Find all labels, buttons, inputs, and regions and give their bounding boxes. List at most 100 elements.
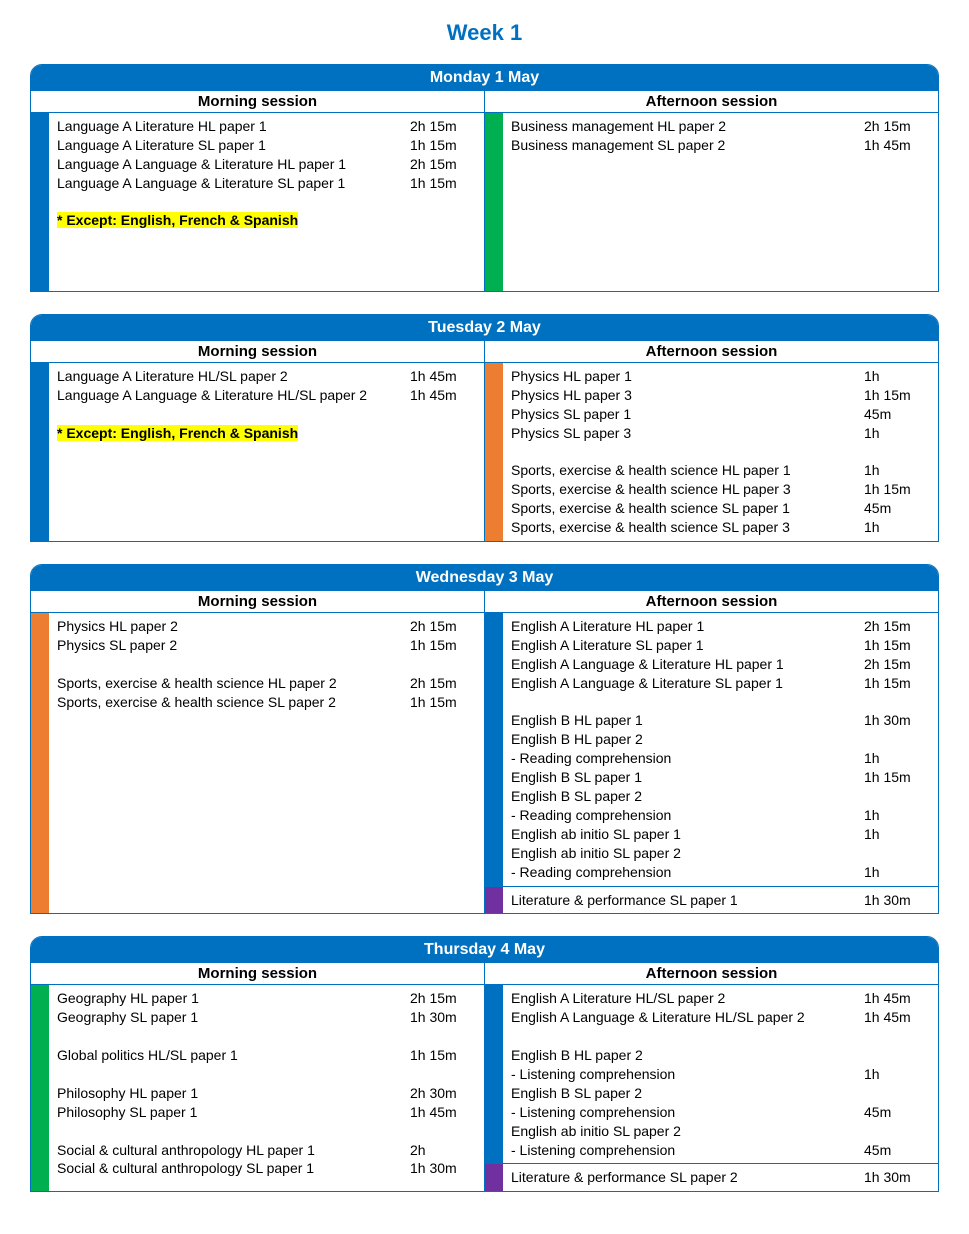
color-bar [31, 113, 49, 291]
exam-name: English B HL paper 2 [511, 1046, 864, 1065]
exam-name: Literature & performance SL paper 1 [511, 891, 864, 910]
exam-name: - Reading comprehension [511, 806, 864, 825]
session-group: Language A Literature HL paper 1Language… [31, 113, 484, 291]
exam-duration [864, 730, 932, 749]
exam-duration [410, 405, 478, 424]
exam-duration: 2h 15m [410, 674, 478, 693]
duration-list: 2h 15m1h 30m 1h 15m 2h 30m1h 45m 2h1h 30… [410, 989, 478, 1187]
exam-duration: 1h [864, 749, 932, 768]
afternoon-header: Afternoon session [485, 91, 938, 112]
exam-name [57, 1065, 410, 1084]
session-group: Geography HL paper 1Geography SL paper 1… [31, 985, 484, 1191]
session-body: Language A Literature HL paper 1Language… [49, 113, 484, 291]
exam-duration: 2h 30m [410, 1084, 478, 1103]
exam-duration [410, 1065, 478, 1084]
exam-duration [864, 844, 932, 863]
session-headers: Morning sessionAfternoon session [31, 591, 938, 613]
morning-header: Morning session [31, 591, 485, 612]
exam-duration: 1h 15m [864, 386, 932, 405]
exam-duration: 2h 15m [410, 617, 478, 636]
color-bar [31, 363, 49, 541]
exam-name: Physics HL paper 2 [57, 617, 410, 636]
session-group: Literature & performance SL paper 21h 30… [485, 1163, 938, 1191]
exam-duration: 45m [864, 499, 932, 518]
exam-duration [864, 1027, 932, 1046]
session-body: Literature & performance SL paper 11h 30… [503, 887, 938, 914]
exam-duration: 1h 15m [410, 693, 478, 712]
afternoon-header: Afternoon session [485, 591, 938, 612]
exam-name: Language A Literature HL paper 1 [57, 117, 410, 136]
exam-name: English A Literature HL paper 1 [511, 617, 864, 636]
exam-duration: 45m [864, 1103, 932, 1122]
exam-name: Physics SL paper 3 [511, 424, 864, 443]
exam-duration: 1h 15m [410, 174, 478, 193]
exam-name: Business management SL paper 2 [511, 136, 864, 155]
color-bar [485, 985, 503, 1163]
exam-list: Physics HL paper 2Physics SL paper 2 Spo… [57, 617, 410, 909]
morning-header: Morning session [31, 963, 485, 984]
exam-duration [410, 193, 478, 212]
session-body: Literature & performance SL paper 21h 30… [503, 1164, 938, 1191]
duration-list: 1h 45m1h 45m 1h 45m 45m [864, 989, 932, 1159]
exam-duration: 1h 45m [410, 367, 478, 386]
session-headers: Morning sessionAfternoon session [31, 963, 938, 985]
morning-column: Geography HL paper 1Geography SL paper 1… [31, 985, 485, 1191]
exam-name [57, 1027, 410, 1046]
exam-list: Literature & performance SL paper 1 [511, 891, 864, 910]
exam-name: English B SL paper 2 [511, 787, 864, 806]
session-group: Business management HL paper 2Business m… [485, 113, 938, 291]
exam-duration: 1h [864, 863, 932, 882]
exam-duration: 2h 15m [864, 617, 932, 636]
exam-duration: 1h 45m [410, 1103, 478, 1122]
day-header: Thursday 4 May [31, 937, 938, 963]
duration-list: 1h 30m [864, 1168, 932, 1187]
exam-name: Language A Literature HL/SL paper 2 [57, 367, 410, 386]
exam-name: English A Literature SL paper 1 [511, 636, 864, 655]
session-body: Geography HL paper 1Geography SL paper 1… [49, 985, 484, 1191]
exam-name: Physics HL paper 1 [511, 367, 864, 386]
exam-name [511, 693, 864, 712]
duration-list: 2h 15m1h 15m 2h 15m1h 15m [410, 617, 478, 909]
exam-name: Philosophy SL paper 1 [57, 1103, 410, 1122]
exam-name: - Listening comprehension [511, 1103, 864, 1122]
sessions-row: Geography HL paper 1Geography SL paper 1… [31, 985, 938, 1191]
exam-duration: 1h 15m [864, 768, 932, 787]
day-block: Wednesday 3 MayMorning sessionAfternoon … [30, 564, 939, 914]
sessions-row: Language A Literature HL/SL paper 2Langu… [31, 363, 938, 541]
exam-list: English A Literature HL paper 1English A… [511, 617, 864, 881]
exam-duration: 1h 30m [864, 1168, 932, 1187]
exam-name: Social & cultural anthropology HL paper … [57, 1141, 410, 1160]
exam-name: Sports, exercise & health science HL pap… [57, 674, 410, 693]
exam-list: English A Literature HL/SL paper 2Englis… [511, 989, 864, 1159]
afternoon-header: Afternoon session [485, 341, 938, 362]
afternoon-header: Afternoon session [485, 963, 938, 984]
exam-list: Language A Literature HL/SL paper 2Langu… [57, 367, 410, 537]
duration-list: 1h 45m1h 45m [410, 367, 478, 537]
exam-duration: 2h 15m [864, 117, 932, 136]
exam-name: Sports, exercise & health science HL pap… [511, 480, 864, 499]
session-group: Literature & performance SL paper 11h 30… [485, 886, 938, 914]
exam-name: English ab initio SL paper 2 [511, 844, 864, 863]
exam-duration: 2h 15m [410, 989, 478, 1008]
exam-duration [410, 1027, 478, 1046]
exam-name: English A Language & Literature HL paper… [511, 655, 864, 674]
exam-duration: 45m [864, 405, 932, 424]
exam-name: Business management HL paper 2 [511, 117, 864, 136]
exam-name [57, 268, 410, 287]
exam-list: Literature & performance SL paper 2 [511, 1168, 864, 1187]
exam-duration: 1h [864, 1065, 932, 1084]
exam-duration: 1h 30m [410, 1159, 478, 1178]
day-block: Tuesday 2 MayMorning sessionAfternoon se… [30, 314, 939, 542]
exam-duration: 2h 15m [410, 155, 478, 174]
exam-list: Geography HL paper 1Geography SL paper 1… [57, 989, 410, 1187]
day-block: Thursday 4 MayMorning sessionAfternoon s… [30, 936, 939, 1192]
exam-duration [864, 443, 932, 462]
exam-duration: 1h [864, 825, 932, 844]
day-header: Wednesday 3 May [31, 565, 938, 591]
session-group: English A Literature HL/SL paper 2Englis… [485, 985, 938, 1163]
exam-name: English B HL paper 2 [511, 730, 864, 749]
exam-duration: 1h 30m [864, 891, 932, 910]
exam-name: Geography HL paper 1 [57, 989, 410, 1008]
color-bar [31, 613, 49, 913]
exam-duration [410, 249, 478, 268]
